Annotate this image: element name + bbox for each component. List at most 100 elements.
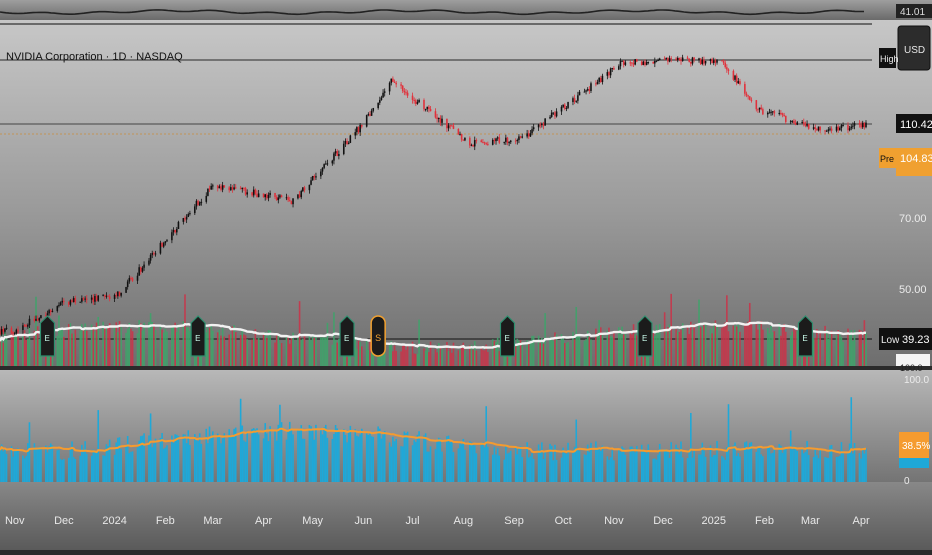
partial-axis-box [896,354,930,366]
indicator-bar [542,458,545,482]
candle-body [336,151,339,156]
volume-bar [28,326,31,366]
volume-bar [128,322,131,366]
indicator-bar [308,424,311,482]
indicator-bar [153,443,155,482]
candle-body [487,143,489,145]
earnings-marker[interactable] [339,315,355,357]
candle-body [457,128,460,135]
volume-bar [711,333,713,366]
volume-bar [771,332,774,366]
time-axis-label: Nov [5,515,25,527]
volume-bar [585,339,587,366]
indicator-bar [185,443,188,482]
indicator-bar [721,455,723,482]
indicator-bar [816,455,818,482]
indicator-bar [243,440,245,482]
indicator-bar [619,451,622,482]
indicator-bar [346,442,348,482]
currency-button[interactable] [897,25,931,71]
volume-bar [56,335,59,366]
candle-body [288,200,291,202]
indicator-bar [865,448,867,482]
volume-bar [138,320,140,366]
indicator-bar [618,450,620,482]
candle-body [632,63,635,65]
indicator-bar [333,433,335,482]
indicator-bar [560,457,563,482]
candle-body [737,81,740,84]
candle-body [578,91,581,96]
indicator-bar [315,424,317,482]
candle-body [298,194,301,198]
indicator-bar [789,430,792,482]
earnings-marker[interactable] [39,315,56,357]
volume-bar [446,342,448,366]
volume-bar [212,330,214,366]
volume-bar [69,323,72,366]
indicator-bar [22,455,24,482]
candle-body [575,100,578,102]
volume-bar [102,321,104,366]
candle-body [182,218,185,222]
candle-body [863,122,866,128]
indicator-bar [726,447,728,482]
volume-bar [392,351,394,366]
candle-body [835,126,838,131]
volume-bar [267,330,270,366]
candle-body [333,153,335,161]
dividend-marker[interactable] [370,315,386,357]
volume-bar [636,335,638,366]
candle-body [778,112,781,114]
candle-body [460,133,463,140]
indicator-bar [690,412,692,482]
volume-bar [583,340,586,366]
indicator-bar [680,441,682,482]
volume-bar [136,333,139,366]
indicator-bar [392,436,394,482]
volume-bar [861,343,864,366]
volume-bar [393,345,396,366]
indicator-bar [537,444,540,482]
candle-body [498,137,501,143]
volume-bar [141,330,144,366]
volume-bar [737,324,740,366]
earnings-marker[interactable] [797,315,814,357]
candle-body [714,60,717,63]
candle-body [357,127,360,133]
indicator-bar [768,445,771,482]
indicator-bar [505,444,507,482]
indicator-bar [84,441,86,482]
indicator-bar [344,434,347,482]
candle-body [678,57,681,60]
indicator-bar [629,446,632,482]
indicator-bar [182,434,185,482]
candle-body [405,92,407,94]
indicator-bar [848,443,851,482]
candle-body [27,325,29,327]
candle-body [15,329,18,334]
candle-body [549,116,551,119]
earnings-marker[interactable] [190,315,206,357]
indicator-bar [830,444,833,482]
indicator-bar [676,447,679,482]
candle-body [780,112,782,114]
earnings-marker[interactable] [499,315,516,357]
candle-body [138,267,140,276]
indicator-bar [784,447,787,482]
candle-body [640,61,643,65]
indicator-bar [632,448,635,482]
volume-bar [243,334,245,366]
candle-body [698,58,700,61]
earnings-marker[interactable] [637,315,653,357]
indicator-bar [267,441,270,482]
indicator-bar [858,453,861,482]
volume-bar [159,325,162,366]
candle-body [323,164,325,168]
candle-body [667,57,669,62]
volume-bar [288,343,291,366]
volume-bar [131,331,134,366]
candle-body [36,318,39,321]
volume-bar [92,326,95,366]
candle-body [280,195,283,198]
